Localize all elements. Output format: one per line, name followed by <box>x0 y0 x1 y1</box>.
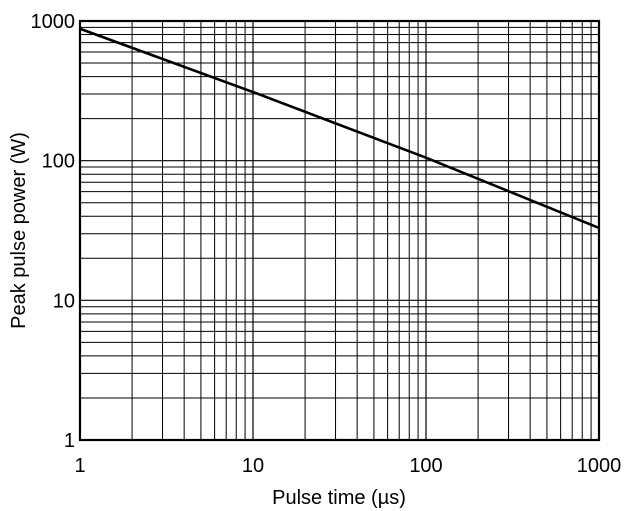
y-tick-labels: 1 10 100 1000 <box>31 11 76 452</box>
y-tick-label: 1000 <box>31 11 76 33</box>
x-tick-label: 100 <box>409 455 442 477</box>
plot-frame <box>78 19 601 442</box>
y-tick-label: 10 <box>53 290 75 312</box>
series-line <box>79 27 600 230</box>
series-layer <box>79 27 600 230</box>
x-tick-label: 10 <box>242 455 264 477</box>
x-tick-label: 1000 <box>577 455 622 477</box>
x-tick-labels: 1 10 100 1000 <box>74 455 621 477</box>
x-axis-title: Pulse time (µs) <box>272 487 406 509</box>
x-tick-label: 1 <box>74 455 85 477</box>
grid <box>80 21 599 440</box>
y-tick-label: 1 <box>64 430 75 452</box>
y-axis-title: Peak pulse power (W) <box>8 132 30 329</box>
y-tick-label: 100 <box>42 151 75 173</box>
